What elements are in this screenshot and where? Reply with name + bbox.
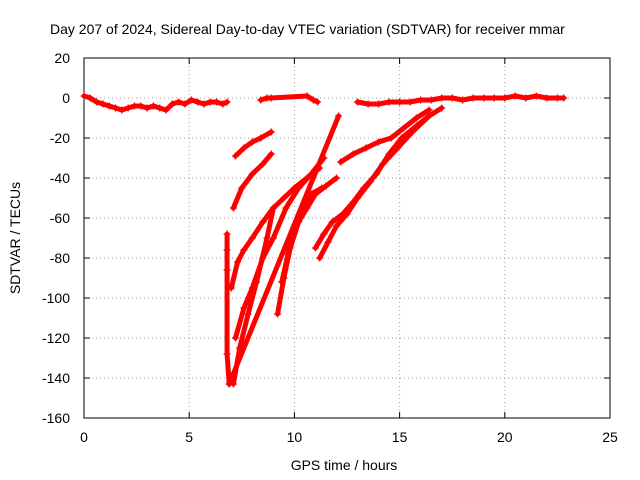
data-point <box>332 174 340 182</box>
series-baseline-late <box>354 92 568 108</box>
data-trace <box>388 125 407 141</box>
y-tick-label: 0 <box>62 90 70 106</box>
data-point <box>438 104 446 112</box>
data-trace <box>355 179 373 201</box>
data-trace <box>344 195 361 217</box>
chart-title: Day 207 of 2024, Sidereal Day-to-day VTE… <box>50 21 565 37</box>
data-trace <box>401 115 419 131</box>
data-trace <box>270 205 289 241</box>
y-tick-label: -60 <box>50 210 70 226</box>
y-tick-label: -120 <box>42 330 70 346</box>
data-trace <box>413 107 432 121</box>
data-point <box>560 94 568 102</box>
data-point <box>423 114 431 122</box>
data-trace <box>333 211 350 229</box>
data-trace <box>230 185 245 211</box>
x-tick-label: 0 <box>80 429 88 445</box>
y-tick-label: -40 <box>50 170 70 186</box>
data-point <box>267 128 275 136</box>
series-arc-j <box>337 106 433 166</box>
axis-ticks <box>83 57 611 419</box>
series-arc-a <box>231 128 275 160</box>
y-tick-label: -140 <box>42 370 70 386</box>
data-trace <box>237 311 251 351</box>
data-trace <box>258 129 274 141</box>
series-short-arcs <box>257 92 322 106</box>
data-trace <box>260 235 276 261</box>
data-trace <box>239 171 255 191</box>
x-tick-labels: 0 5 10 15 20 25 <box>80 429 618 445</box>
data-point <box>267 150 275 158</box>
data-trace <box>394 129 415 151</box>
data-trace <box>380 145 400 167</box>
data-trace <box>304 191 318 211</box>
x-tick-label: 15 <box>392 429 408 445</box>
data-point <box>314 98 322 106</box>
data-trace <box>232 305 247 341</box>
x-tick-label: 25 <box>602 429 618 445</box>
grid <box>84 58 610 418</box>
y-axis-label: SDTVAR / TECUs <box>7 182 23 294</box>
data-trace <box>228 259 241 291</box>
data-point <box>425 106 433 114</box>
data-trace <box>312 231 327 251</box>
series-arc-b <box>229 150 275 212</box>
y-tick-label: -160 <box>42 410 70 426</box>
x-tick-label: 10 <box>287 429 303 445</box>
data-trace <box>241 285 255 311</box>
data-trace <box>249 219 266 241</box>
data-trace <box>268 93 310 101</box>
data-trace <box>260 205 276 225</box>
data-point <box>318 184 326 192</box>
y-tick-labels: 20 0 -20 -40 -60 -80 -100 -120 -140 -160 <box>42 50 70 426</box>
data-trace <box>367 161 386 185</box>
data-trace <box>285 227 297 257</box>
data-trace <box>260 151 274 167</box>
data-trace <box>249 255 266 291</box>
data-trace <box>226 113 342 387</box>
data-point <box>223 98 231 106</box>
data-trace <box>426 105 445 119</box>
series-outliers <box>223 112 343 388</box>
data-trace <box>308 185 325 197</box>
y-tick-label: -100 <box>42 290 70 306</box>
x-axis-label: GPS time / hours <box>291 457 398 473</box>
data-trace <box>283 185 302 211</box>
x-tick-label: 5 <box>185 429 193 445</box>
y-tick-label: 20 <box>54 50 70 66</box>
data-trace <box>409 115 430 135</box>
x-tick-label: 20 <box>497 429 513 445</box>
data-points <box>80 92 568 388</box>
data-trace <box>279 251 291 285</box>
series-baseline-early <box>80 92 231 114</box>
plot-frame <box>83 57 611 419</box>
y-tick-label: -20 <box>50 130 70 146</box>
data-trace <box>291 175 310 191</box>
series-arc-i <box>316 114 431 262</box>
data-trace <box>317 239 331 261</box>
y-tick-label: -80 <box>50 250 70 266</box>
data-trace <box>325 223 339 245</box>
data-trace <box>323 175 339 189</box>
data-point <box>335 112 343 120</box>
